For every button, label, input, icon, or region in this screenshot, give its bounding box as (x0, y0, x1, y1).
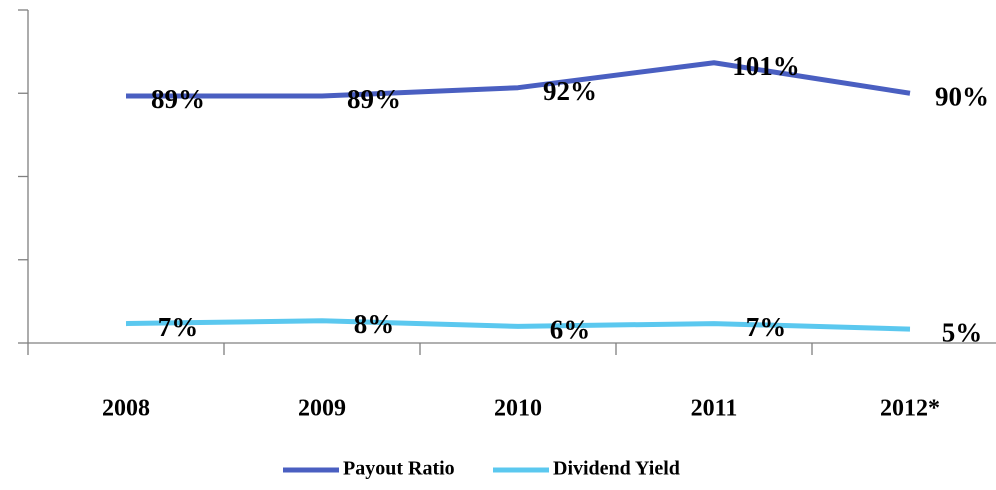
data-label: 6% (550, 315, 591, 345)
data-label: 89% (151, 84, 205, 114)
legend-label: Dividend Yield (553, 458, 680, 480)
data-label: 101% (732, 51, 800, 81)
data-label: 92% (543, 76, 597, 106)
data-label: 7% (746, 312, 787, 342)
data-label: 7% (158, 312, 199, 342)
x-tick-label: 2012* (880, 396, 940, 422)
data-label: 5% (942, 317, 983, 347)
series-line (125, 318, 911, 332)
x-tick-label: 2010 (494, 396, 542, 422)
data-label: 89% (347, 84, 401, 114)
x-tick-label: 2011 (691, 396, 738, 422)
data-label: 8% (354, 309, 395, 339)
series-line (126, 60, 911, 99)
x-tick-label: 2008 (102, 396, 150, 422)
data-label: 90% (935, 81, 989, 111)
x-tick-label: 2009 (298, 396, 346, 422)
legend-label: Payout Ratio (343, 458, 455, 480)
